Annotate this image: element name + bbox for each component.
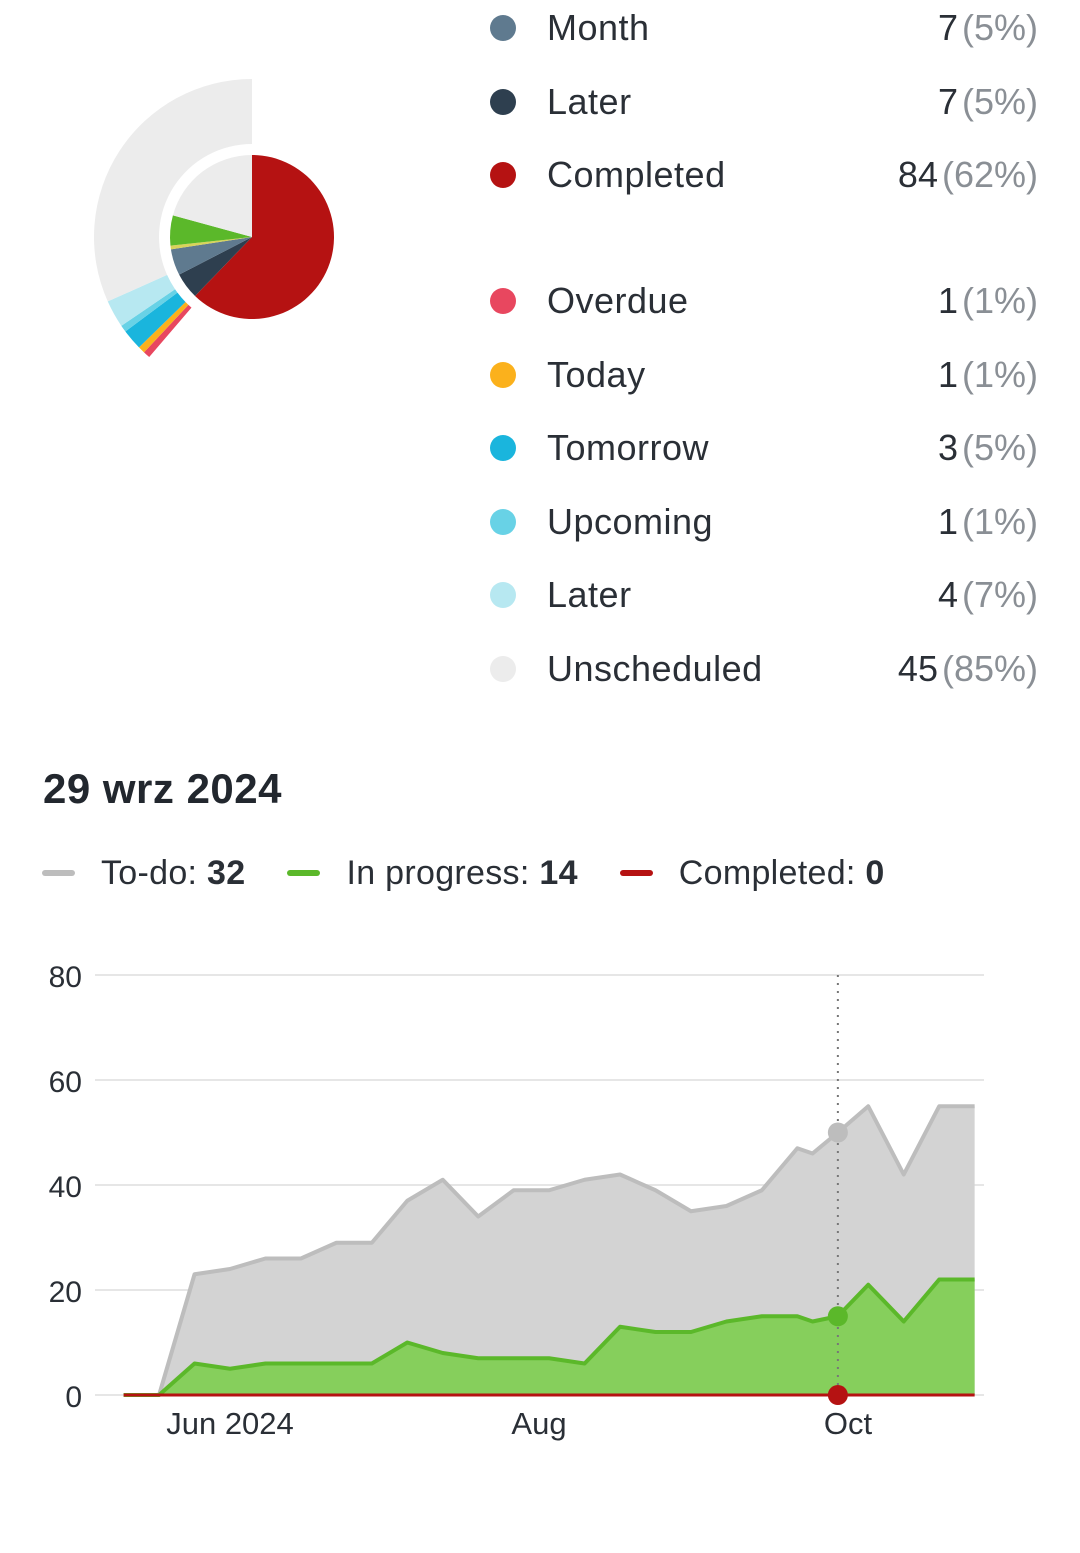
legend-label: Later [547,574,632,615]
series-legend-in-progress: In progress: 14 [287,854,577,893]
legend-label: Unscheduled [547,648,763,689]
series-legend: To-do: 32 In progress: 14 Completed: 0 [42,850,927,896]
legend-count: 1 [937,501,958,542]
legend-label: Today [547,354,646,395]
legend-text: In progress: 14 [346,854,577,893]
legend-label: Overdue [547,280,689,321]
legend-dot [490,509,516,535]
series-label: In progress: [346,853,530,892]
legend-item-tomorrow: Tomorrow 3 (5%) [490,423,1038,473]
legend-item-later-todo: Later 7 (5%) [490,77,1038,127]
outer-slice-unscheduled [93,79,252,302]
legend-label: Later [547,81,632,122]
series-value: 32 [207,853,246,892]
x-tick-label: Oct [824,1406,873,1441]
legend-label: Month [547,7,650,48]
distribution-pie-chart [93,79,334,357]
snapshot-date-title: 29 wrz 2024 [43,765,283,812]
legend-percent: (7%) [961,574,1038,615]
series-label: Completed: [678,853,856,892]
legend-percent: (62%) [941,154,1038,195]
x-tick-label: Aug [511,1406,566,1441]
pie-slice-unlabeled [172,155,252,237]
series-label: To-do: [101,853,198,892]
hover-marker-in-progress [827,1306,848,1327]
legend-dot [490,435,516,461]
progress-area-chart: 0 20 40 60 80 Jun 2024 Aug Oct [49,961,984,1441]
pie-slice-later [179,237,252,296]
y-tick-label: 60 [49,1066,82,1099]
legend-label: Upcoming [547,501,714,542]
legend-dot [490,162,516,188]
legend-count: 7 [937,81,958,122]
pie-slice-month [170,237,252,275]
legend-label: Completed [547,154,726,195]
legend-swatch [42,870,75,876]
hover-marker-completed [827,1385,848,1405]
legend-dot [490,656,516,682]
legend-dot [490,15,516,41]
series-legend-todo: To-do: 32 [42,854,245,893]
legend-percent: (1%) [961,280,1038,321]
y-tick-label: 40 [49,1171,82,1204]
legend-dot [490,582,516,608]
legend-item-completed: Completed 84 (62%) [490,150,1038,200]
pie-slice-unlabeled [170,237,252,250]
x-tick-label: Jun 2024 [166,1406,294,1441]
legend-count: 84 [897,154,938,195]
legend-count: 7 [937,7,958,48]
legend-swatch [287,870,321,876]
legend-text: Completed: 0 [679,854,885,893]
series-value: 14 [539,853,578,892]
hover-marker-to-do [827,1122,848,1143]
legend-percent: (5%) [961,7,1038,48]
legend-count: 4 [937,574,958,615]
series-legend-completed: Completed: 0 [619,854,885,893]
legend-item-later-schedule: Later 4 (7%) [490,570,1038,620]
outer-slice-later [107,274,176,326]
outer-slice-upcoming [121,289,178,332]
y-tick-label: 80 [49,961,82,994]
legend-item-today: Today 1 (1%) [490,350,1038,400]
y-tick-label: 0 [65,1381,82,1414]
legend-percent: (5%) [961,427,1038,468]
series-value: 0 [865,853,885,892]
y-tick-label: 20 [49,1276,82,1309]
legend-dot [490,362,516,388]
legend-dot [490,288,516,314]
legend-count: 1 [937,354,958,395]
outer-slice-today [139,302,189,353]
pie-slice-unlabeled [170,215,252,246]
legend-count: 45 [897,648,938,689]
area-in-progress [123,1279,975,1395]
legend-dot [490,89,516,115]
legend-item-overdue: Overdue 1 (1%) [490,276,1038,326]
legend-count: 3 [937,427,958,468]
legend-count: 1 [937,280,958,321]
legend-percent: (85%) [941,648,1038,689]
legend-percent: (1%) [961,354,1038,395]
outer-slice-overdue [143,304,192,357]
outer-slice-tomorrow [125,292,186,348]
legend-label: Tomorrow [547,427,710,468]
legend-item-unscheduled: Unscheduled 45 (85%) [490,644,1038,694]
legend-percent: (5%) [961,81,1038,122]
legend-text: To-do: 32 [101,854,245,893]
pie-slice-completed [195,155,334,319]
legend-item-month: Month 7 (5%) [490,3,1038,53]
legend-item-upcoming: Upcoming 1 (1%) [490,497,1038,547]
legend-swatch [619,870,653,876]
legend-percent: (1%) [961,501,1038,542]
